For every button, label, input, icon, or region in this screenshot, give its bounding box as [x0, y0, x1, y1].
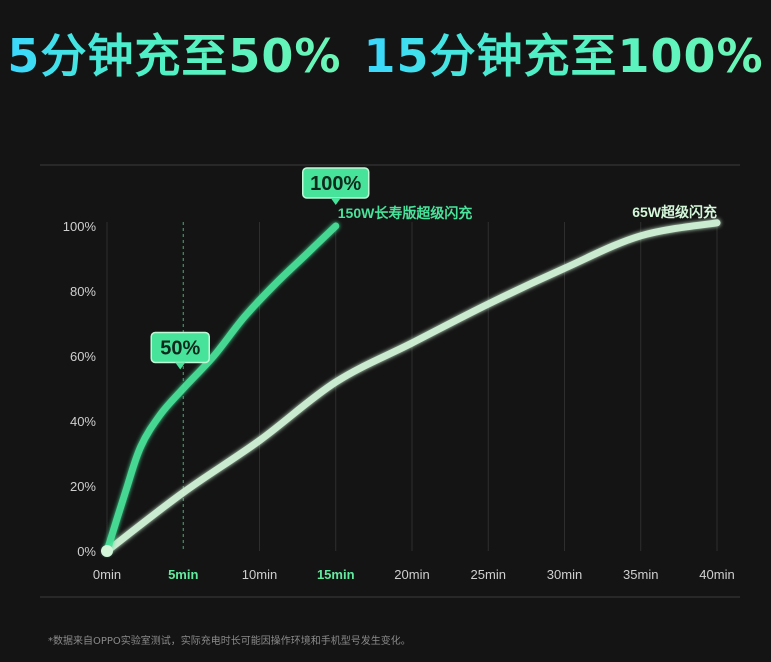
callout-label: 100%: [310, 173, 361, 195]
y-tick-label: 100%: [63, 219, 97, 234]
x-tick-label: 15min: [317, 567, 355, 582]
callout-50pct: 50%: [150, 331, 210, 370]
footnote: *数据来自OPPO实验室测试，实际充电时长可能因操作环境和手机型号发生变化。: [48, 636, 411, 647]
callout-100pct: 100%: [302, 167, 370, 205]
callout-pointer: [175, 362, 186, 370]
x-tick-label: 20min: [394, 567, 429, 582]
x-tick-label: 35min: [623, 567, 658, 582]
headline-part-2: 15分钟充至100%: [363, 29, 764, 83]
x-tick-label: 40min: [699, 567, 734, 582]
series-line-150w: [103, 222, 340, 555]
x-tick-label: 10min: [242, 567, 277, 582]
headline-part-1: 5分钟充至50%: [7, 29, 342, 83]
series-line-65w: [103, 219, 721, 555]
series-label-65w: 65W超级闪充: [632, 204, 717, 220]
y-tick-label: 20%: [70, 479, 96, 494]
x-tick-label: 30min: [547, 567, 582, 582]
x-tick-label: 0min: [93, 567, 121, 582]
y-tick-label: 40%: [70, 414, 96, 429]
x-tick-label: 5min: [168, 567, 198, 582]
series-label-150w: 150W长寿版超级闪充: [338, 205, 473, 221]
y-tick-label: 80%: [70, 284, 96, 299]
y-tick-label: 0%: [77, 544, 96, 559]
y-tick-label: 60%: [70, 349, 96, 364]
origin-point: [101, 545, 113, 557]
callout-label: 50%: [160, 338, 200, 360]
x-tick-label: 25min: [471, 567, 506, 582]
callout-pointer: [330, 198, 341, 205]
headline: 5分钟充至50% 15分钟充至100%: [0, 20, 771, 86]
